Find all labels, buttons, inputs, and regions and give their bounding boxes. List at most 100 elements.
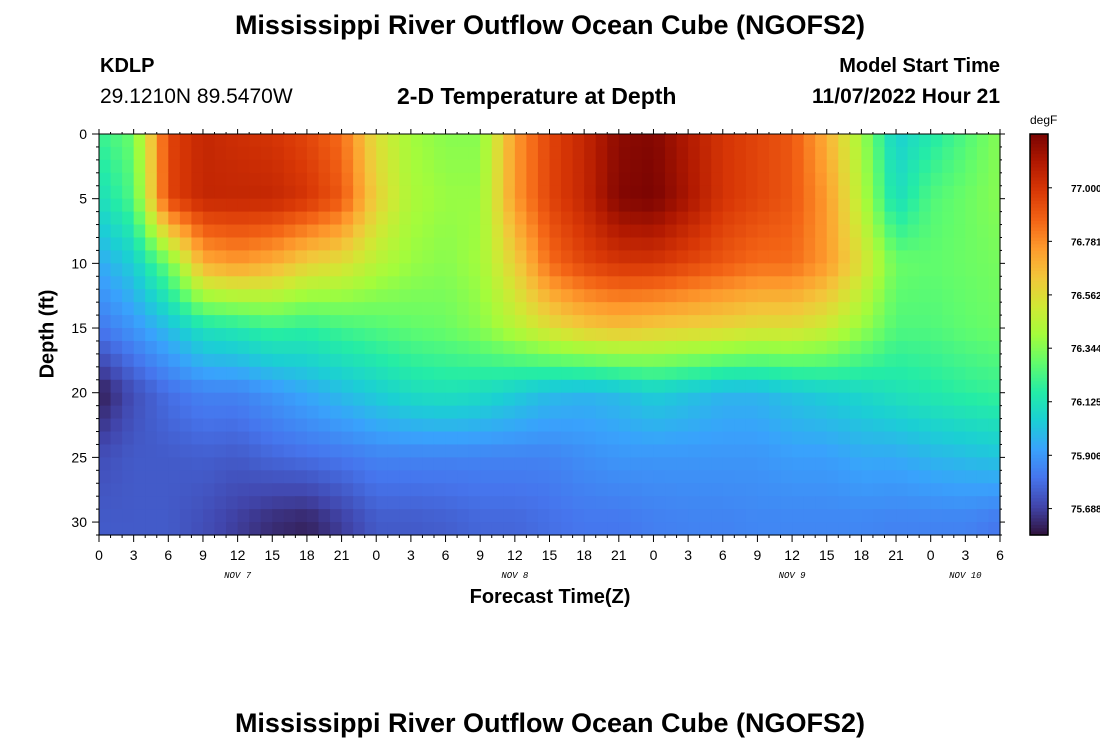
heatmap-cell (202, 431, 216, 446)
heatmap-cell (780, 431, 793, 446)
heatmap-cell (711, 392, 724, 407)
heatmap-cell (214, 392, 227, 407)
x-tick-label: 21 (611, 547, 627, 563)
heatmap-cell (849, 496, 862, 510)
heatmap-cell (595, 134, 608, 148)
heatmap-cell (410, 431, 424, 446)
heatmap-cell (283, 211, 296, 226)
colorbar-segment (1030, 307, 1048, 312)
heatmap-cell (168, 172, 181, 187)
heatmap-cell (168, 418, 181, 433)
heatmap-cell (399, 237, 412, 252)
heatmap-cell (907, 315, 920, 329)
heatmap-cell (445, 392, 458, 407)
heatmap-cell (584, 146, 597, 161)
heatmap-cell (214, 483, 227, 497)
heatmap-cell (202, 366, 216, 381)
heatmap-cell (595, 315, 608, 329)
heatmap-cell (676, 366, 689, 381)
heatmap-cell (722, 431, 735, 446)
heatmap-cell (353, 211, 366, 226)
heatmap-cell (168, 315, 181, 329)
heatmap-cell (133, 353, 146, 368)
heatmap-cell (249, 496, 262, 510)
heatmap-cell (399, 134, 412, 148)
heatmap-cell (607, 134, 620, 148)
heatmap-cell (676, 237, 689, 252)
heatmap-cell (653, 263, 666, 277)
heatmap-cell (872, 522, 886, 536)
heatmap-cell (399, 457, 412, 471)
heatmap-cell (179, 263, 193, 277)
heatmap-cell (641, 392, 655, 407)
heatmap-cell (226, 328, 239, 342)
heatmap-cell (318, 418, 331, 433)
heatmap-cell (272, 224, 285, 239)
heatmap-cell (688, 315, 701, 329)
colorbar-segment (1030, 351, 1048, 356)
heatmap-cell (561, 185, 574, 200)
heatmap-cell (168, 509, 181, 523)
heatmap-cell (745, 405, 759, 420)
colorbar-segment (1030, 167, 1048, 172)
heatmap-cell (295, 315, 308, 329)
heatmap-cell (410, 276, 424, 290)
heatmap-cell (722, 250, 735, 264)
heatmap-cell (202, 237, 216, 252)
heatmap-cell (295, 496, 308, 510)
heatmap-cell (457, 340, 470, 355)
heatmap-cell (433, 289, 447, 303)
heatmap-cell (318, 289, 331, 303)
heatmap-cell (595, 483, 608, 497)
heatmap-cell (907, 289, 920, 303)
heatmap-cell (341, 146, 354, 161)
heatmap-cell (260, 276, 273, 290)
heatmap-cell (457, 185, 470, 200)
y-tick-label: 15 (71, 320, 87, 336)
heatmap-cell (272, 250, 285, 264)
colorbar-segment (1030, 488, 1048, 493)
heatmap-cell (191, 483, 204, 497)
heatmap-cell (826, 353, 839, 368)
heatmap-cell (803, 224, 816, 239)
heatmap-cell (202, 211, 216, 226)
colorbar-tick-label: 76.344 (1071, 344, 1100, 355)
heatmap-cell (191, 237, 204, 252)
heatmap-cell (480, 496, 493, 510)
heatmap-cell (364, 134, 377, 148)
heatmap-cell (145, 172, 158, 187)
heatmap-cell (503, 159, 516, 174)
heatmap-cell (514, 263, 527, 277)
heatmap-cell (399, 496, 412, 510)
heatmap-cell (179, 509, 193, 523)
heatmap-cell (965, 198, 978, 213)
heatmap-cell (376, 353, 389, 368)
heatmap-cell (607, 328, 620, 342)
x-day-label: NOV 9 (779, 571, 807, 581)
heatmap-cell (745, 328, 759, 342)
heatmap-cell (688, 470, 701, 484)
heatmap-cell (618, 483, 631, 497)
heatmap-cell (457, 146, 470, 161)
colorbar-segment (1030, 341, 1048, 346)
heatmap-cell (399, 289, 412, 303)
heatmap-cell (514, 159, 527, 174)
heatmap-cell (618, 328, 631, 342)
heatmap-cell (549, 146, 562, 161)
heatmap-cell (226, 405, 239, 420)
heatmap-cell (537, 315, 551, 329)
heatmap-cell (537, 444, 551, 458)
heatmap-cell (353, 431, 366, 446)
heatmap-cell (318, 405, 331, 420)
heatmap-cell (145, 159, 158, 174)
heatmap-cell (722, 496, 735, 510)
heatmap-cell (965, 134, 978, 148)
heatmap-cell (537, 328, 551, 342)
heatmap-cell (537, 457, 551, 471)
colorbar-segment (1030, 528, 1048, 533)
heatmap-cell (768, 159, 782, 174)
heatmap-cell (826, 185, 839, 200)
heatmap-cell (468, 172, 481, 187)
heatmap-cell (514, 405, 527, 420)
heatmap-cell (122, 211, 135, 226)
